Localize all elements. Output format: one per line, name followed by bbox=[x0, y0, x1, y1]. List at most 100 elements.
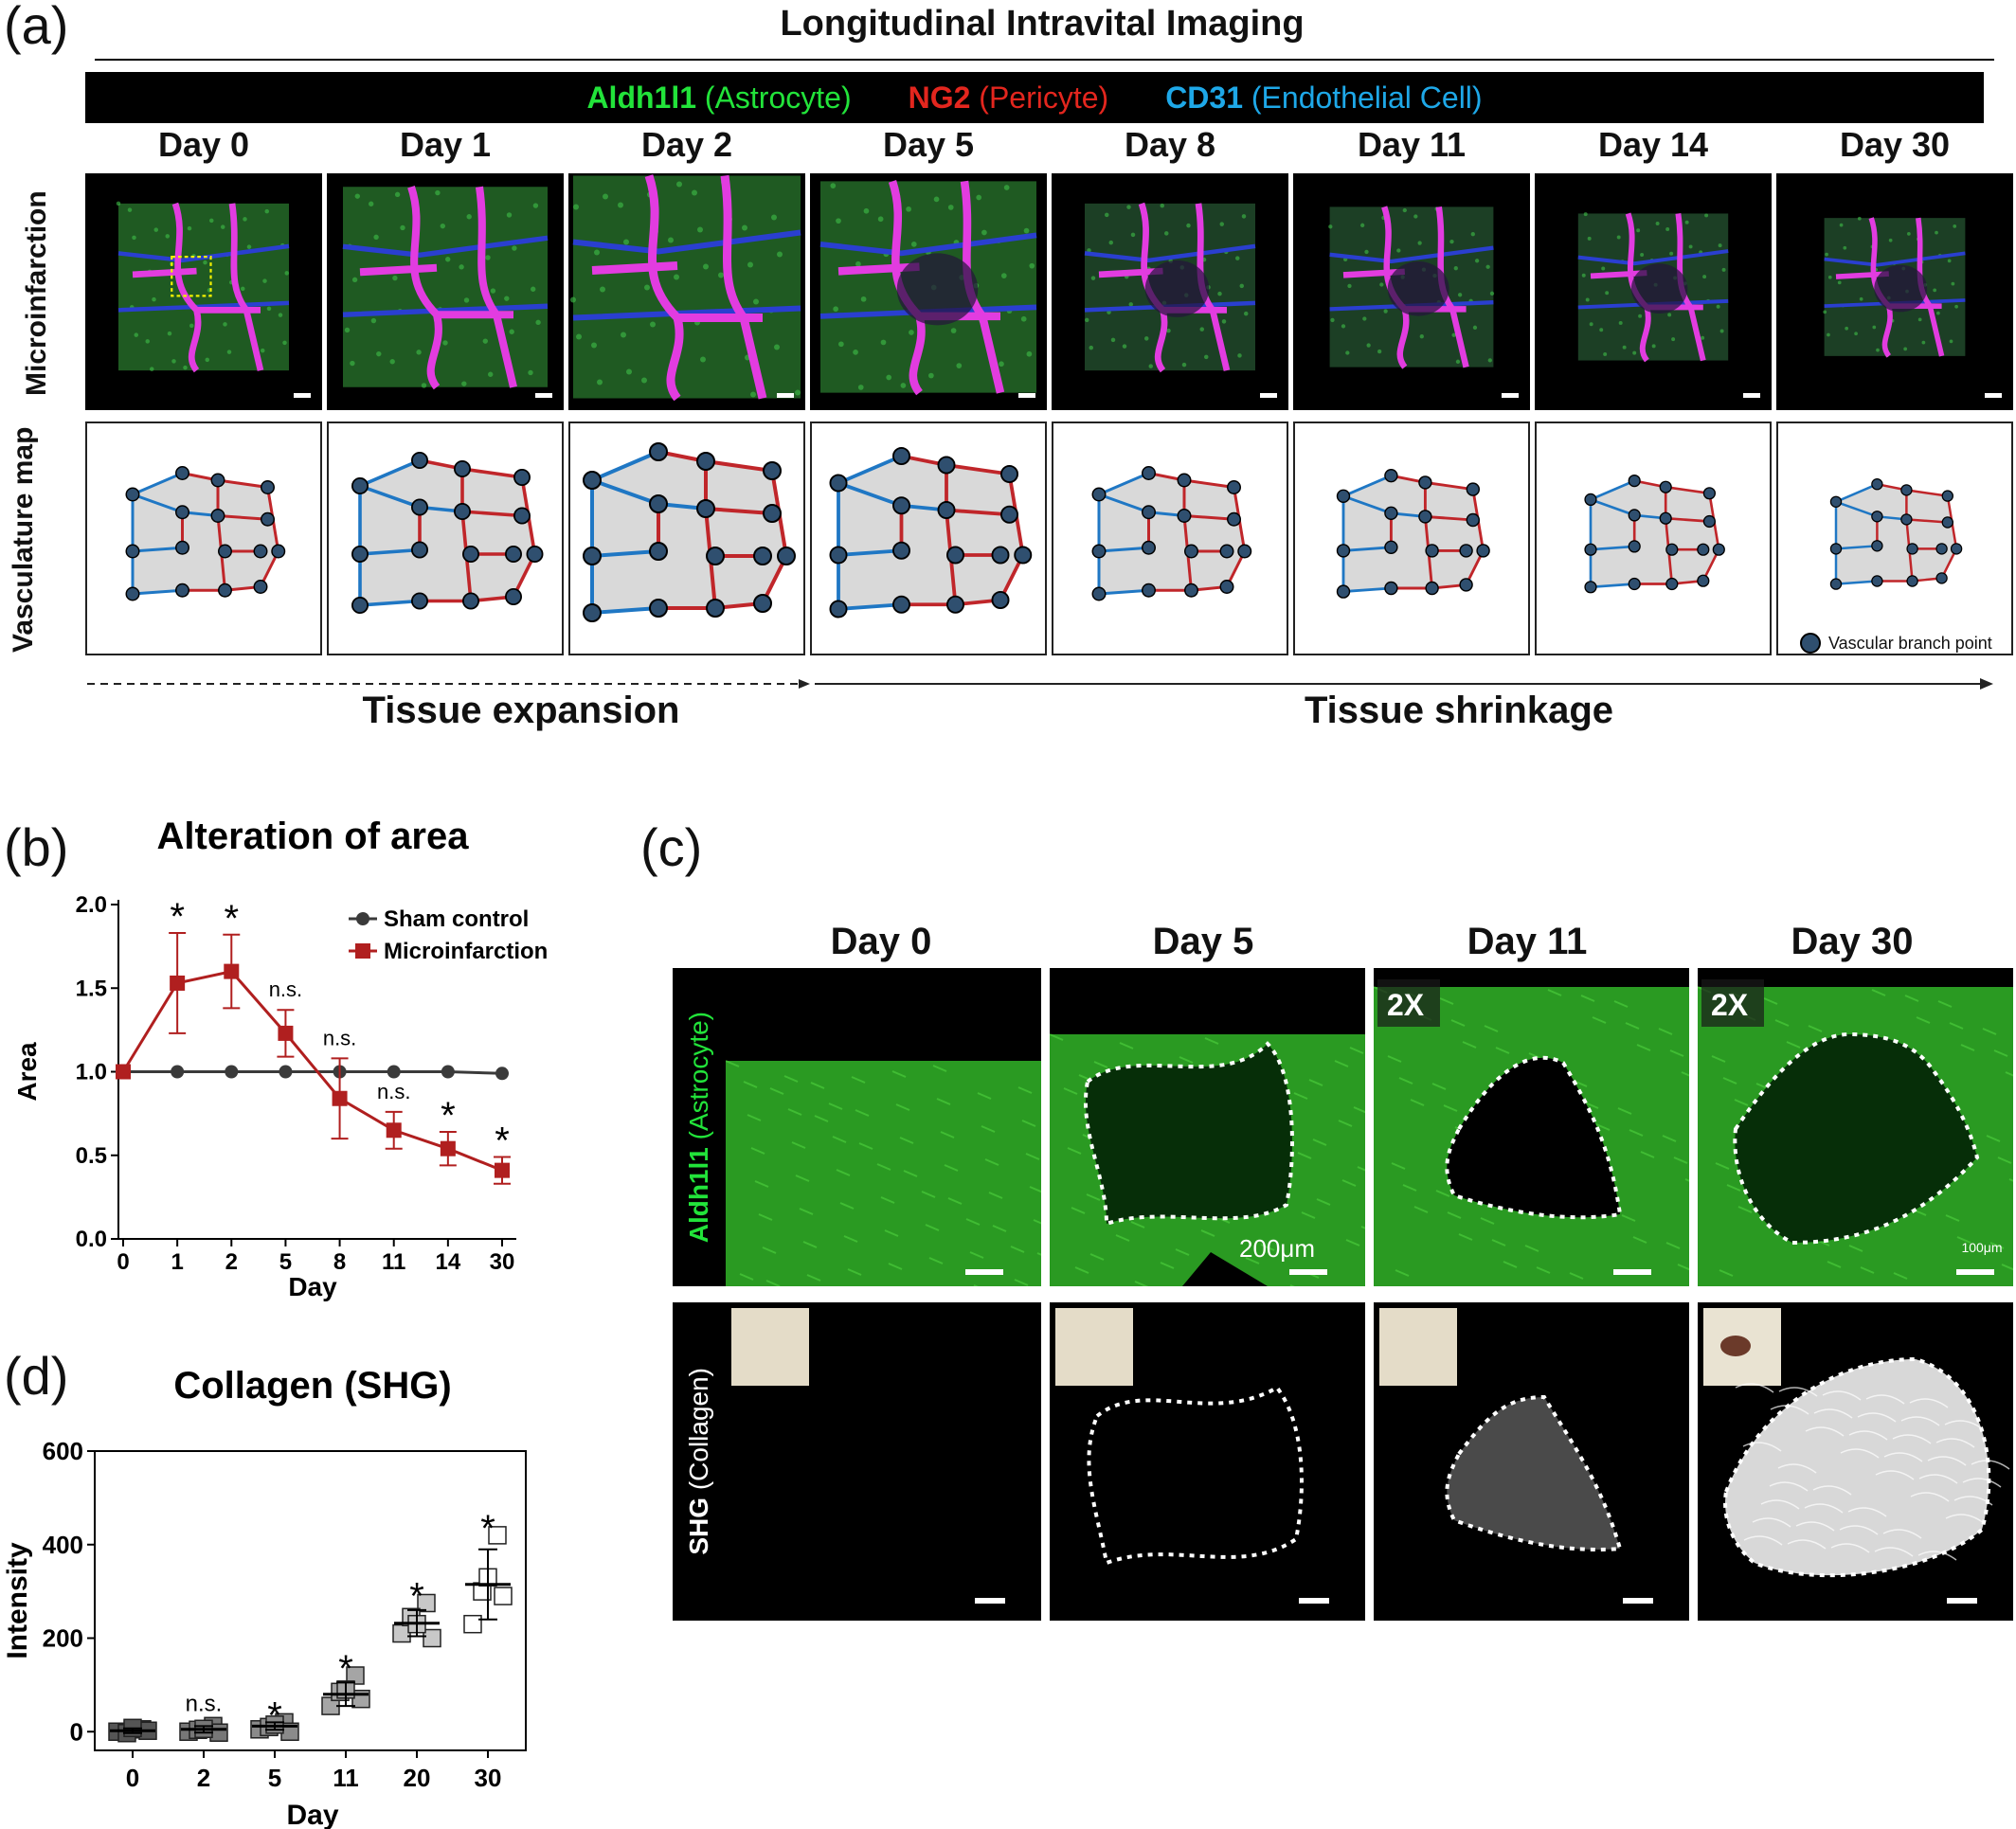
lesion-outline bbox=[1083, 1041, 1294, 1227]
branch-point bbox=[1584, 543, 1597, 556]
branch-point bbox=[461, 546, 479, 564]
collagen-chart: Collagen (SHG) 0 200 400 600 0 2 5 11 20 30 Day Inte… bbox=[2, 1365, 527, 1829]
day-label-a: Day 0 bbox=[157, 125, 250, 164]
data-point bbox=[386, 1122, 402, 1139]
branch-point bbox=[753, 594, 772, 613]
scale-bar bbox=[777, 393, 794, 398]
data-point bbox=[225, 1065, 239, 1079]
branch-point bbox=[1425, 544, 1439, 558]
vasculature-map bbox=[810, 421, 1047, 655]
branch-point bbox=[175, 505, 189, 520]
stain-endothelial: CD31 (Endothelial Cell) bbox=[1165, 80, 1483, 115]
branch-point bbox=[1466, 482, 1480, 496]
branch-point bbox=[891, 595, 910, 614]
microinfarction-image bbox=[85, 173, 322, 410]
branch-point bbox=[1628, 509, 1641, 522]
day-label-a: Day 30 bbox=[1839, 125, 1951, 164]
branch-point bbox=[175, 540, 189, 555]
vasculature-map bbox=[1535, 421, 1772, 655]
lesion-outline bbox=[1733, 1031, 1980, 1246]
microinfarction-image bbox=[1535, 173, 1772, 410]
branch-point bbox=[351, 546, 369, 564]
chart-title: Alteration of area bbox=[157, 816, 470, 857]
lesion-outline bbox=[1723, 1356, 1991, 1578]
scale-bar bbox=[294, 393, 311, 398]
significance-label: n.s. bbox=[269, 977, 302, 1001]
plot-frame bbox=[94, 1450, 527, 1751]
branch-point bbox=[1906, 575, 1918, 587]
branch-point bbox=[1142, 540, 1156, 555]
branch-point bbox=[1829, 578, 1843, 590]
y-tick-label: 0.0 bbox=[76, 1227, 107, 1252]
branch-point bbox=[410, 452, 428, 470]
microinfarction-image bbox=[327, 173, 564, 410]
shg-section-image bbox=[1698, 1302, 2013, 1621]
y-tick-label: 600 bbox=[43, 1437, 83, 1465]
branch-point bbox=[1142, 505, 1156, 520]
branch-point bbox=[261, 480, 275, 494]
data-point bbox=[170, 975, 186, 991]
branch-point bbox=[1177, 473, 1192, 488]
branch-point bbox=[218, 583, 232, 598]
y-axis-label: Intensity bbox=[2, 1542, 33, 1659]
branch-point bbox=[1425, 581, 1439, 596]
branch-point bbox=[1466, 512, 1480, 528]
branch-point bbox=[504, 546, 522, 564]
branch-point bbox=[1584, 581, 1597, 594]
branch-point-icon bbox=[1800, 633, 1821, 654]
scale-bar bbox=[1018, 393, 1035, 398]
branch-point bbox=[1336, 584, 1351, 599]
stain-legend-banner: Aldh1l1 (Astrocyte) NG2 (Pericyte) CD31 … bbox=[85, 72, 1984, 123]
x-tick-label: 2 bbox=[225, 1249, 238, 1275]
panel-a-letter: (a) bbox=[4, 0, 69, 55]
branch-point bbox=[1628, 577, 1641, 591]
panel-b-letter: (b) bbox=[4, 817, 69, 877]
day-label-c: Day 30 bbox=[1791, 921, 1914, 962]
data-point bbox=[278, 1025, 294, 1041]
day-label-c: Day 11 bbox=[1467, 921, 1588, 962]
scale-bar bbox=[1985, 393, 2002, 398]
significance-label: * bbox=[267, 1695, 282, 1736]
row-label-shg: SHG (Collagen) bbox=[673, 1302, 726, 1621]
branch-point bbox=[513, 469, 531, 487]
branch-point bbox=[1697, 574, 1710, 587]
vasculature-map bbox=[568, 421, 805, 655]
branch-point bbox=[649, 542, 668, 561]
significance-label: n.s. bbox=[377, 1080, 410, 1103]
data-point bbox=[332, 1090, 348, 1106]
branch-point bbox=[763, 504, 782, 523]
significance-label: * bbox=[495, 1121, 510, 1162]
branch-point bbox=[1000, 505, 1019, 524]
branch-point bbox=[1584, 493, 1597, 507]
zoom-label: 2X bbox=[1711, 988, 1749, 1022]
x-axis-label: Day bbox=[286, 1800, 338, 1829]
scale-bar bbox=[1623, 1598, 1653, 1604]
vasculature-map bbox=[327, 421, 564, 655]
branch-point bbox=[1091, 544, 1107, 559]
branch-point bbox=[1871, 511, 1883, 523]
branch-point bbox=[125, 487, 140, 502]
branch-point bbox=[513, 507, 531, 525]
branch-point bbox=[253, 544, 268, 559]
branch-point bbox=[1227, 511, 1241, 527]
branch-point bbox=[1941, 516, 1954, 529]
branch-point bbox=[891, 541, 910, 560]
branch-point bbox=[1935, 572, 1948, 584]
x-tick-label: 1 bbox=[171, 1249, 183, 1275]
branch-point bbox=[891, 446, 910, 465]
legend-label: Microinfarction bbox=[384, 939, 548, 964]
significance-label: * bbox=[480, 1508, 495, 1550]
legend-marker bbox=[355, 943, 370, 959]
astrocyte-section-image: 2X bbox=[1374, 968, 1689, 1286]
x-tick-label: 5 bbox=[268, 1764, 281, 1792]
stain-astrocyte: Aldh1l1 (Astrocyte) bbox=[586, 80, 852, 115]
branch-point bbox=[696, 499, 715, 518]
branch-point bbox=[1906, 543, 1918, 555]
branch-point bbox=[1384, 506, 1398, 520]
data-point bbox=[495, 1162, 510, 1178]
data-point bbox=[116, 1064, 131, 1080]
branch-point bbox=[763, 461, 782, 480]
branch-point bbox=[583, 471, 602, 490]
lesion-outline bbox=[1445, 1055, 1623, 1220]
scale-bar bbox=[1743, 393, 1760, 398]
